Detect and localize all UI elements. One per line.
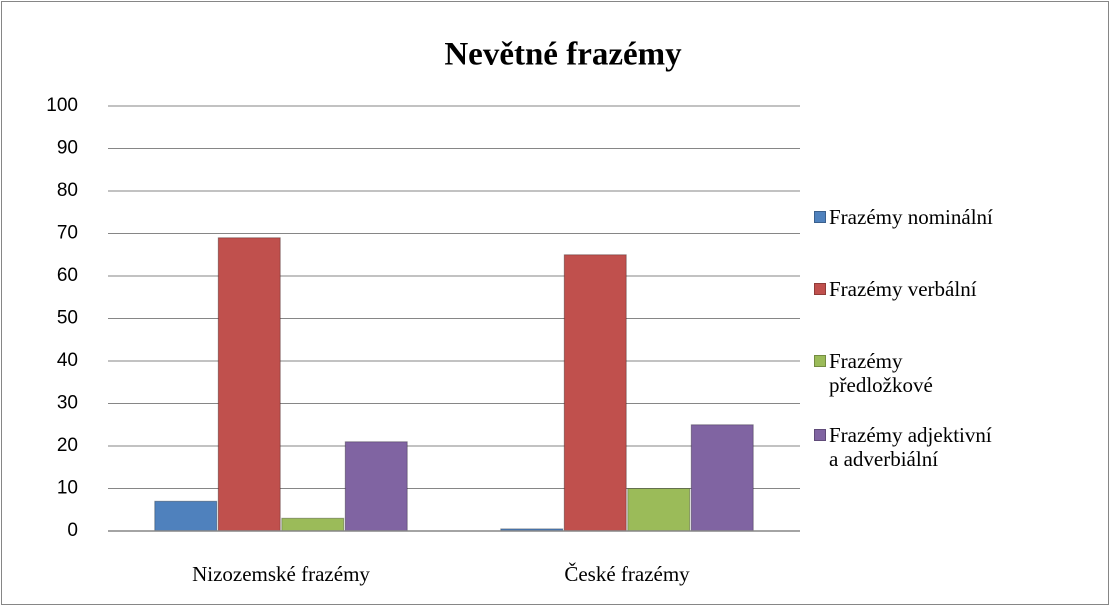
y-tick-label: 40 [57,350,78,371]
legend-swatch [814,211,826,223]
bar [627,488,691,532]
y-tick-label: 60 [57,265,78,286]
legend-swatch [814,355,826,367]
legend-item: Frazémy předložkové [814,349,1004,397]
x-tick-label: České frazémy [564,562,690,586]
legend-label: Frazémy verbální [829,277,977,301]
legend-swatch [814,283,826,295]
x-tick-label: Nizozemské frazémy [192,562,370,586]
bar [217,237,281,532]
y-tick-label: 10 [57,478,78,499]
y-tick-label: 100 [46,95,78,116]
bar [690,424,754,532]
legend-item: Frazémy adjektivní a adverbiální [814,423,1004,471]
legend-item: Frazémy nominální [814,205,1004,229]
chart-title: Nevětné frazémy [444,37,682,73]
bar [281,517,345,532]
legend-label: Frazémy předložkové [829,349,933,397]
legend-item: Frazémy verbální [814,277,1004,301]
y-tick-label: 20 [57,435,78,456]
bar [563,254,627,532]
y-tick-label: 90 [57,138,78,159]
y-tick-label: 0 [67,520,78,541]
legend-swatch [814,429,826,441]
y-tick-label: 80 [57,180,78,201]
legend-label: Frazémy adjektivní a adverbiální [829,423,992,471]
y-tick-label: 70 [57,223,78,244]
bar [154,500,218,532]
bar [344,441,408,532]
y-tick-label: 50 [57,308,78,329]
y-tick-label: 30 [57,393,78,414]
legend-label: Frazémy nominální [829,205,993,229]
